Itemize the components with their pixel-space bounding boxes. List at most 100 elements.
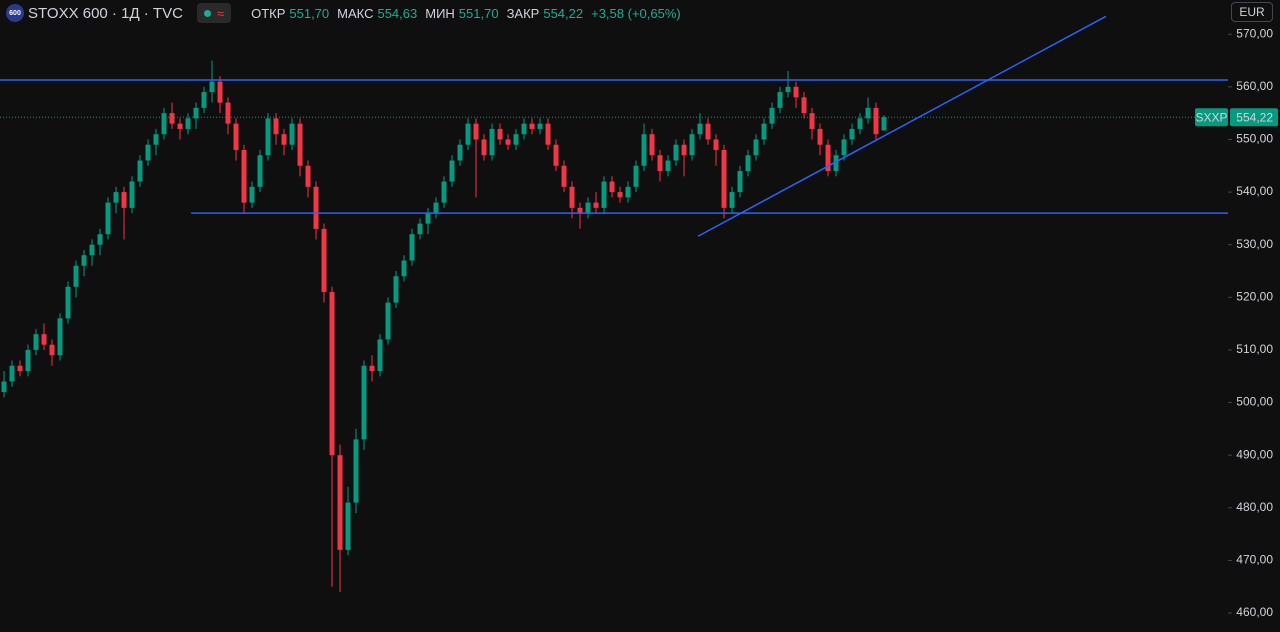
candle-body bbox=[65, 286, 71, 319]
candle-body bbox=[473, 123, 479, 140]
candle-body bbox=[217, 81, 223, 103]
candle-body bbox=[313, 186, 319, 229]
open-label: ОТКР bbox=[251, 5, 286, 21]
candle-body bbox=[769, 107, 775, 124]
candle-body bbox=[609, 181, 615, 193]
open-value: 551,70 bbox=[289, 5, 330, 21]
candle-body bbox=[577, 207, 583, 214]
candle-body bbox=[673, 144, 679, 161]
candle-body bbox=[49, 344, 55, 356]
last-price-badge bbox=[1230, 108, 1278, 127]
candle-body bbox=[185, 118, 191, 129]
candle-body bbox=[857, 118, 863, 129]
candle-body bbox=[273, 118, 279, 135]
candle-body bbox=[713, 139, 719, 150]
y-tick-label: 520,00 bbox=[1236, 289, 1273, 303]
candle-body bbox=[9, 365, 15, 382]
close-label: ЗАКР bbox=[506, 5, 540, 21]
candle-body bbox=[721, 149, 727, 208]
delay-icon: ≈ bbox=[216, 5, 225, 21]
candle-body bbox=[1, 381, 7, 393]
candle-body bbox=[697, 123, 703, 135]
candle-body bbox=[233, 123, 239, 150]
candle-body bbox=[497, 128, 503, 140]
candle-body bbox=[265, 118, 271, 156]
candle-body bbox=[241, 149, 247, 203]
candle-body bbox=[657, 155, 663, 172]
candle-body bbox=[881, 117, 887, 131]
symbol-logo: 600 bbox=[6, 4, 24, 22]
candle-body bbox=[73, 265, 79, 287]
y-tick-label: 490,00 bbox=[1236, 447, 1273, 461]
candle-body bbox=[793, 86, 799, 98]
y-tick-label: 500,00 bbox=[1236, 395, 1273, 409]
candle-body bbox=[113, 192, 119, 203]
y-tick-label: 550,00 bbox=[1236, 132, 1273, 146]
candle-body bbox=[545, 123, 551, 145]
candle-body bbox=[401, 260, 407, 277]
symbol-title[interactable]: STOXX 600 · 1Д · TVC bbox=[28, 4, 183, 22]
close-value: 554,22 bbox=[543, 5, 584, 21]
change-value: +3,58 (+0,65%) bbox=[591, 5, 681, 21]
candle-body bbox=[41, 334, 47, 345]
candle-body bbox=[513, 134, 519, 145]
low-label: МИН bbox=[425, 5, 455, 21]
candle-body bbox=[433, 202, 439, 214]
candle-body bbox=[161, 113, 167, 135]
candle-body bbox=[361, 365, 367, 440]
candle-body bbox=[841, 139, 847, 156]
y-tick-label: 530,00 bbox=[1236, 237, 1273, 251]
candle-body bbox=[585, 202, 591, 214]
candle-body bbox=[369, 365, 375, 371]
candle-body bbox=[817, 128, 823, 145]
y-tick-label: 460,00 bbox=[1236, 605, 1273, 619]
legend-header: 600 STOXX 600 · 1Д · TVC ≈ ОТКР 551,70 МА… bbox=[6, 3, 681, 23]
y-tick-label: 470,00 bbox=[1236, 553, 1273, 567]
currency-button[interactable]: EUR bbox=[1231, 2, 1273, 22]
market-status-dot bbox=[203, 9, 211, 17]
candle-body bbox=[785, 86, 791, 93]
candle-body bbox=[169, 113, 175, 124]
candle-body bbox=[537, 123, 543, 129]
candle-body bbox=[625, 186, 631, 198]
candle-body bbox=[289, 123, 295, 145]
candle-body bbox=[385, 302, 391, 340]
candle-body bbox=[33, 334, 39, 350]
y-tick-label: 540,00 bbox=[1236, 184, 1273, 198]
symbol-badge bbox=[1195, 108, 1228, 127]
y-tick-label: 510,00 bbox=[1236, 342, 1273, 356]
y-tick-label: 560,00 bbox=[1236, 79, 1273, 93]
candle-body bbox=[481, 139, 487, 156]
candle-body bbox=[849, 128, 855, 140]
candle-body bbox=[337, 455, 343, 550]
candle-body bbox=[321, 228, 327, 293]
candle-body bbox=[553, 144, 559, 166]
candle-body bbox=[833, 155, 839, 172]
candle-body bbox=[225, 102, 231, 124]
candle-body bbox=[145, 144, 151, 161]
candle-body bbox=[449, 160, 455, 182]
candle-body bbox=[137, 160, 143, 182]
candle-body bbox=[377, 339, 383, 371]
candle-body bbox=[569, 186, 575, 208]
candle-body bbox=[633, 165, 639, 187]
candle-body bbox=[393, 276, 399, 303]
candle-body bbox=[89, 244, 95, 256]
candle-body bbox=[777, 92, 783, 108]
candle-body bbox=[81, 255, 87, 266]
candle-body bbox=[193, 107, 199, 119]
candle-body bbox=[249, 186, 255, 203]
status-pill[interactable]: ≈ bbox=[196, 3, 232, 23]
candle-body bbox=[593, 202, 599, 208]
candle-body bbox=[489, 128, 495, 156]
candle-body bbox=[529, 123, 535, 129]
candle-body bbox=[457, 144, 463, 161]
candle-body bbox=[201, 92, 207, 108]
candle-body bbox=[97, 234, 103, 245]
candle-body bbox=[465, 123, 471, 145]
candle-body bbox=[873, 107, 879, 135]
candle-body bbox=[641, 134, 647, 166]
candle-body bbox=[561, 165, 567, 187]
